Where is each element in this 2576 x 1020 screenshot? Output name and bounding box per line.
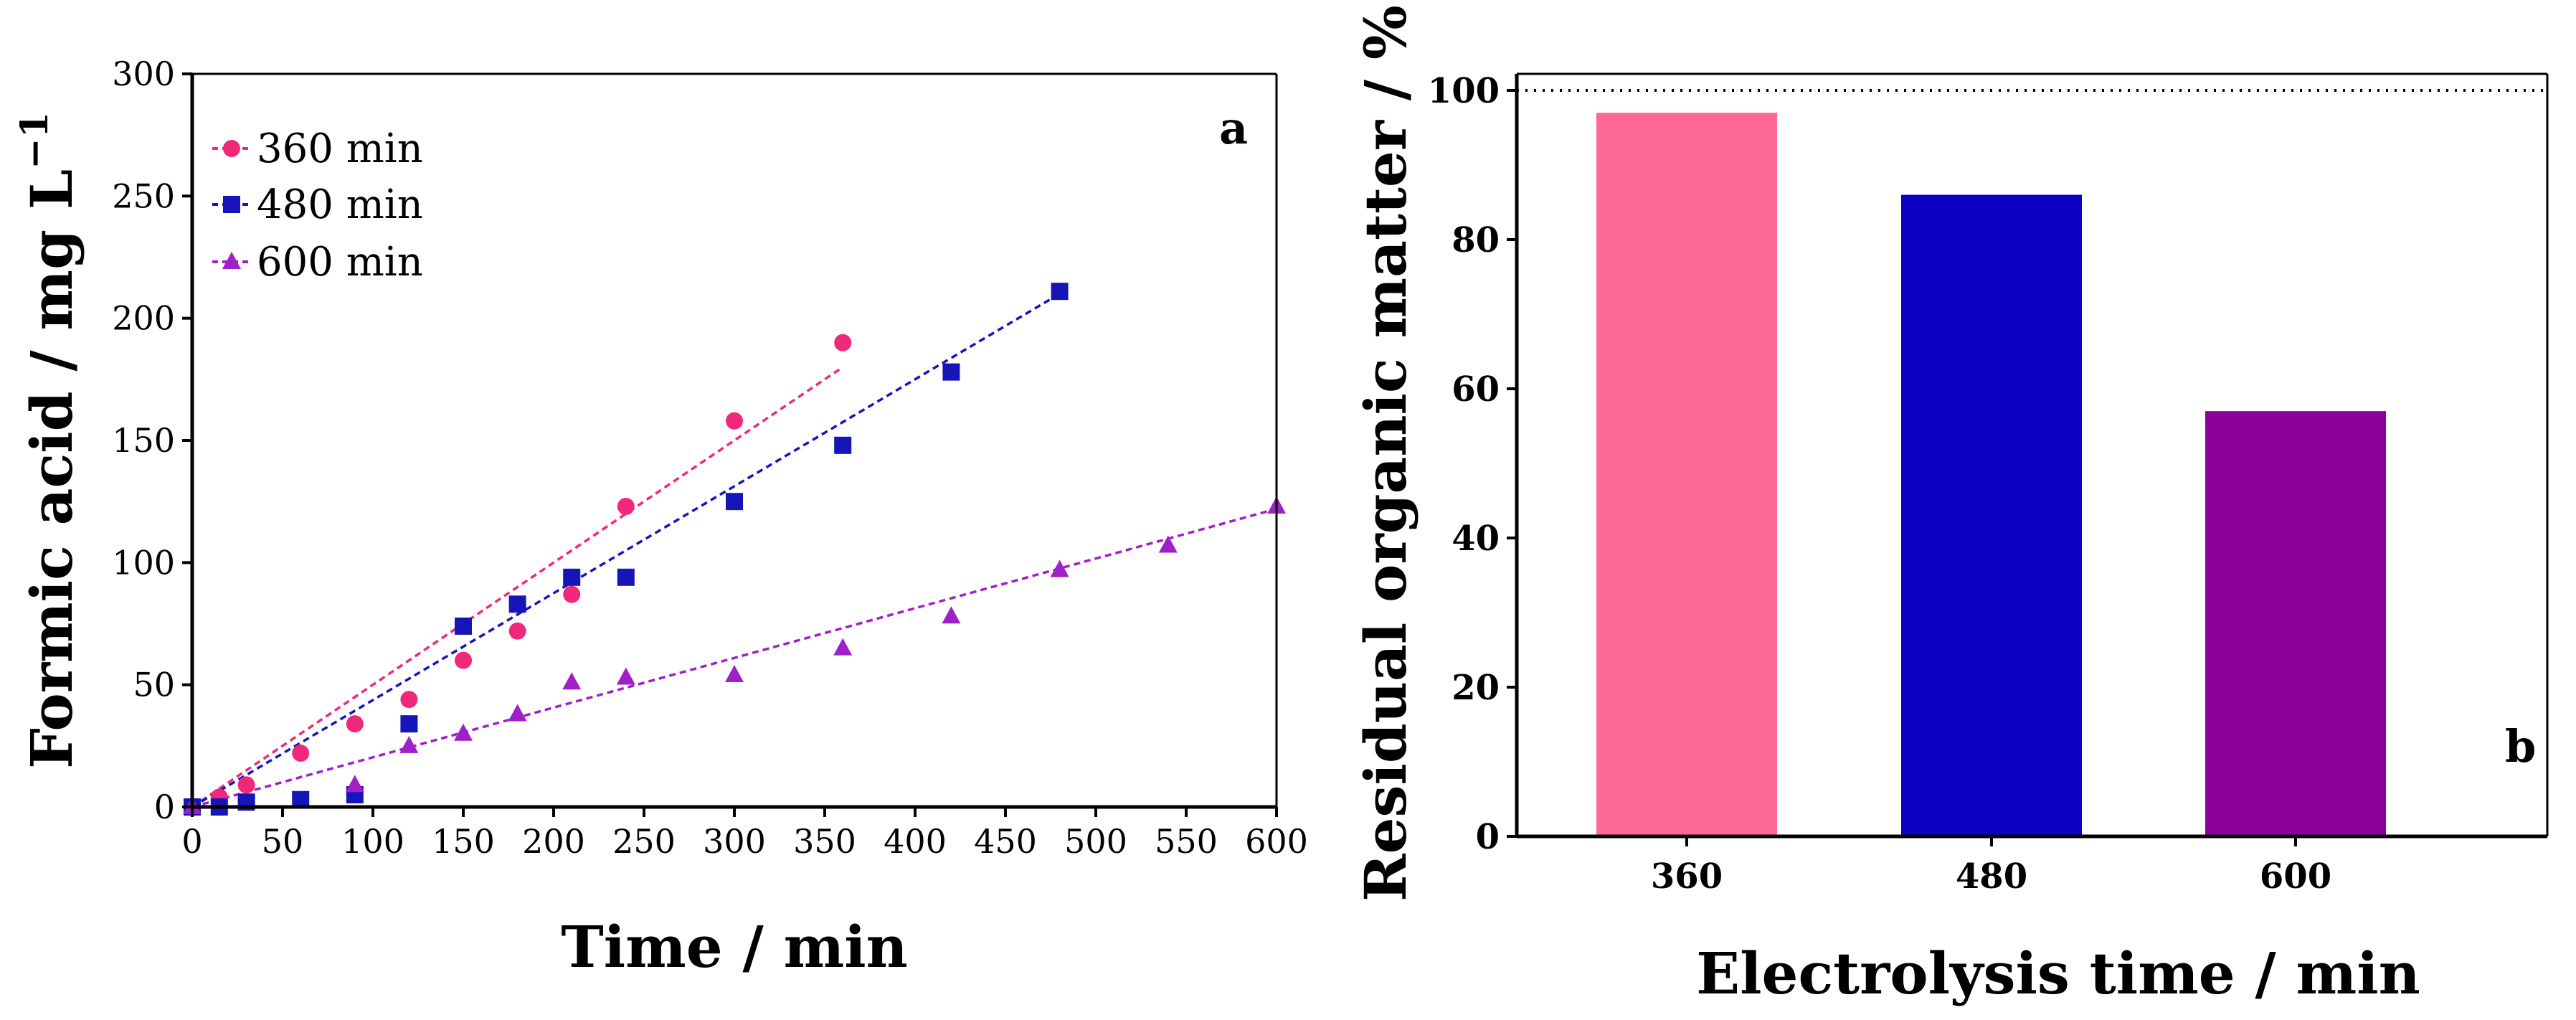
panel-b-y-tick-label: 0 [1476,817,1500,857]
data-point-series-1 [400,715,417,732]
data-point-series-2 [1159,535,1178,552]
data-point-series-0 [238,776,255,793]
panel-b-y-tick-label: 100 [1428,71,1500,111]
legend-item-600: 600 min [212,239,423,285]
panel-a-x-tick-label: 350 [793,822,856,861]
panel-b-x-tick-label: 360 [1651,856,1723,897]
panel-a-y-axis-title: Formic acid / mg L−1 [13,112,85,769]
svg-text:Formic acid / mg L−1: Formic acid / mg L−1 [13,112,85,769]
panel-a-x-tick-label: 600 [1245,822,1308,861]
data-point-series-1 [455,618,472,635]
legend-label-360: 360 min [257,126,423,172]
panel-a-y-axis-title-superscript: −1 [13,112,57,169]
data-point-series-1 [942,364,960,381]
data-point-series-2 [508,704,527,722]
data-point-series-0 [346,715,364,732]
data-point-series-0 [400,691,417,708]
panel-a-y-tick-label: 150 [112,421,175,460]
panel-a-y-tick-label: 100 [112,543,175,582]
data-point-series-0 [617,498,635,515]
data-point-series-2 [1051,560,1069,577]
fit-line-series-1 [192,294,1060,807]
panel-a-y-tick-label: 200 [112,299,175,338]
fit-line-series-2 [192,509,1277,807]
panel-b-x-tick-label: 480 [1956,856,2027,897]
panel-a-x-tick-label: 0 [181,822,202,861]
data-point-series-2 [346,775,364,792]
data-point-series-0 [292,745,309,762]
data-point-series-1 [726,493,743,510]
panel-b-x-axis-title: Electrolysis time / min [1696,940,2420,1007]
panel-a-y-tick-label: 300 [112,55,175,93]
panel-a-x-tick-label: 100 [341,822,404,861]
panel-a-label: a [1219,102,1248,154]
panel-b-y-axis-title-text: Residual organic matter / % [1352,5,1419,902]
data-point-series-2 [562,672,581,689]
panel-b-y-axis-title: Residual organic matter / % [1352,5,1419,902]
panel-a-x-tick-label: 450 [974,822,1037,861]
panel-b-y-tick-label: 60 [1452,369,1500,410]
data-point-series-1 [834,437,851,454]
figure: 0 50 100 150 200 250 300 350 400 450 500 550 600 050… [0,0,2576,1020]
panel-a-scatter-chart: 0 50 100 150 200 250 300 350 400 450 500 550 600 0 50… [13,55,1308,981]
bar-480 [1901,195,2082,836]
data-point-series-2 [617,667,635,684]
data-point-series-0 [726,412,743,430]
data-point-series-0 [563,586,580,603]
panel-b-x-tick-label: 600 [2260,856,2331,897]
panel-b-label: b [2505,720,2536,773]
legend-item-480: 480 min [212,181,423,228]
legend-marker-480 [223,196,240,213]
data-point-series-2 [725,665,744,682]
panel-a-x-axis-title: Time / min [561,913,908,981]
legend-label-600: 600 min [257,239,423,285]
panel-a-x-tick-label: 250 [612,822,676,861]
data-point-series-0 [455,652,472,669]
fit-line-series-0 [192,367,843,807]
panel-a-x-tick-label: 300 [703,822,766,861]
panel-b-bar-chart: 360 480 600 0 20 40 60 80 100 b Electrolysis ti… [1352,5,2547,1007]
data-point-series-2 [833,638,852,656]
panel-b-y-tick-label: 80 [1452,220,1500,260]
panel-a-y-tick-label: 250 [112,176,175,215]
panel-a-y-tick-label: 50 [133,666,175,704]
panel-a-x-tick-label: 500 [1064,822,1127,861]
panel-a-y-axis-title-text: Formic acid / mg L [18,169,85,769]
panel-a-x-tick-label: 200 [522,822,585,861]
panel-b-y-tick-label: 40 [1452,519,1500,559]
panel-a-y-tick-label: 0 [154,788,175,826]
panel-a-x-tick-label: 150 [432,822,495,861]
panel-a-x-tick-label: 400 [884,822,947,861]
data-point-series-1 [509,595,526,613]
data-point-series-1 [1051,283,1069,300]
data-point-series-2 [454,724,473,741]
data-point-series-1 [617,569,635,586]
data-point-series-2 [942,606,960,623]
panel-b-y-tick-label: 20 [1452,668,1500,708]
data-point-series-0 [509,623,526,640]
panel-a-x-tick-label: 550 [1155,822,1218,861]
data-point-series-0 [834,334,851,351]
bar-360 [1596,113,1777,836]
legend-item-360: 360 min [212,126,423,172]
panel-a-x-tick-label: 50 [262,822,304,861]
data-point-series-1 [563,569,580,586]
bar-600 [2205,411,2386,836]
legend-label-480: 480 min [257,181,423,228]
panel-a-legend: 360 min 480 min 600 min [212,126,423,285]
legend-marker-360 [223,140,240,157]
